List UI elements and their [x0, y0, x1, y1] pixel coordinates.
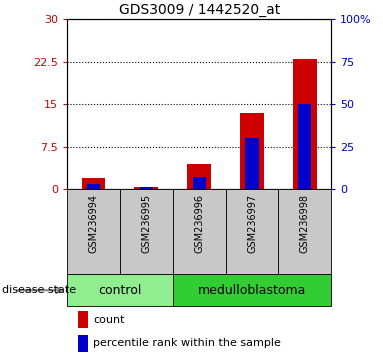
- Bar: [226, 189, 278, 274]
- Text: disease state: disease state: [2, 285, 76, 295]
- Bar: [193, 177, 206, 189]
- Bar: [120, 189, 173, 274]
- Bar: [173, 274, 331, 306]
- Text: control: control: [98, 284, 142, 297]
- Text: medulloblastoma: medulloblastoma: [198, 284, 306, 297]
- Text: GSM236996: GSM236996: [194, 194, 204, 253]
- Text: GSM236997: GSM236997: [247, 194, 257, 253]
- Bar: [82, 178, 105, 189]
- Bar: [187, 164, 211, 189]
- Bar: [140, 187, 153, 189]
- Bar: [87, 184, 100, 189]
- Bar: [173, 189, 226, 274]
- Bar: [134, 187, 158, 189]
- Bar: [67, 274, 173, 306]
- Text: GSM236998: GSM236998: [300, 194, 310, 253]
- Bar: [293, 59, 317, 189]
- Text: percentile rank within the sample: percentile rank within the sample: [93, 338, 282, 348]
- Bar: [246, 138, 259, 189]
- Bar: [298, 104, 311, 189]
- Bar: [278, 189, 331, 274]
- Bar: [78, 335, 88, 352]
- Title: GDS3009 / 1442520_at: GDS3009 / 1442520_at: [118, 3, 280, 17]
- Bar: [78, 311, 88, 328]
- Text: count: count: [93, 315, 125, 325]
- Text: GSM236994: GSM236994: [88, 194, 98, 253]
- Text: GSM236995: GSM236995: [141, 194, 151, 253]
- Bar: [67, 189, 120, 274]
- Bar: [240, 113, 264, 189]
